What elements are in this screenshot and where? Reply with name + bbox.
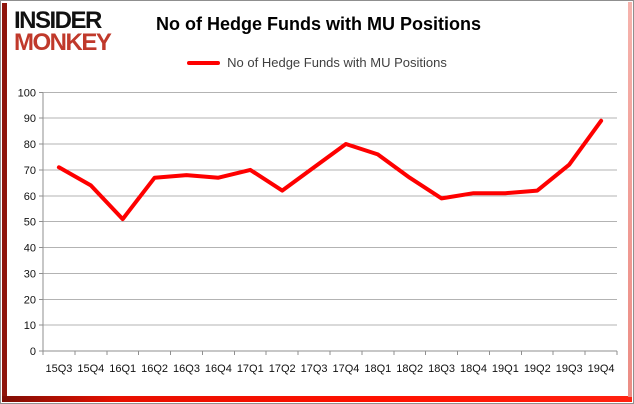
- legend-label: No of Hedge Funds with MU Positions: [227, 55, 447, 70]
- y-axis-tick-label: 20: [24, 294, 36, 306]
- y-axis-tick-label: 60: [24, 191, 36, 203]
- x-axis-tick-label: 17Q4: [332, 363, 359, 375]
- x-axis-tick-label: 19Q3: [556, 363, 583, 375]
- x-axis-tick-label: 18Q1: [364, 363, 391, 375]
- x-axis-tick-label: 16Q3: [173, 363, 200, 375]
- y-axis-tick-label: 90: [24, 113, 36, 125]
- y-axis-tick-label: 30: [24, 268, 36, 280]
- x-axis-tick-label: 17Q2: [269, 363, 296, 375]
- legend: No of Hedge Funds with MU Positions: [1, 55, 633, 70]
- logo-line-monkey: MONKEY: [14, 29, 112, 56]
- x-axis-tick-label: 15Q4: [77, 363, 104, 375]
- frame-left-stripe: [2, 3, 7, 397]
- y-axis-tick-label: 0: [30, 346, 36, 358]
- x-axis-tick-label: 19Q2: [524, 363, 551, 375]
- x-axis-tick-label: 19Q4: [588, 363, 615, 375]
- y-axis-tick-label: 50: [24, 217, 36, 229]
- y-axis-tick-label: 100: [18, 87, 36, 99]
- y-axis-tick-label: 70: [24, 165, 36, 177]
- logo-line-insider: INSIDER: [14, 7, 102, 34]
- legend-line-swatch: [187, 60, 221, 65]
- x-axis-tick-label: 17Q3: [301, 363, 328, 375]
- chart-title: No of Hedge Funds with MU Positions: [156, 14, 481, 34]
- series-line-hedge-fund-count: [56, 118, 604, 222]
- frame-right-stripe: [628, 2, 632, 397]
- x-axis-tick-label: 16Q1: [109, 363, 136, 375]
- y-axis-tick-label: 10: [24, 320, 36, 332]
- insider-monkey-logo: INSIDER MONKEY: [14, 7, 112, 56]
- x-axis-tick-label: 16Q4: [205, 363, 232, 375]
- x-axis-tick-label: 18Q3: [428, 363, 455, 375]
- x-axis-tick-label: 16Q2: [141, 363, 168, 375]
- x-axis-tick-label: 18Q4: [460, 363, 487, 375]
- frame-bottom-stripe: [2, 396, 632, 402]
- x-axis-tick-label: 17Q1: [237, 363, 264, 375]
- y-axis-tick-label: 80: [24, 139, 36, 151]
- y-axis-tick-label: 40: [24, 243, 36, 255]
- x-axis-tick-label: 15Q3: [45, 363, 72, 375]
- x-axis-tick-label: 18Q2: [396, 363, 423, 375]
- x-axis-tick-label: 19Q1: [492, 363, 519, 375]
